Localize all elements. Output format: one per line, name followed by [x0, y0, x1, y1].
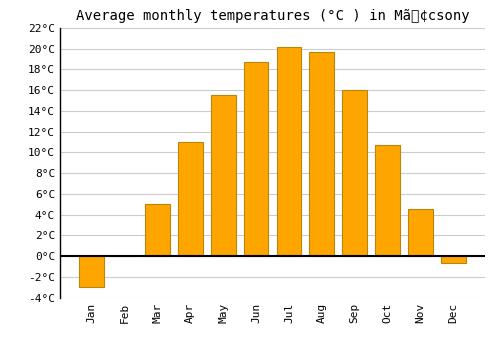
Bar [441, 256, 466, 263]
Bar [211, 95, 236, 256]
Bar [80, 256, 104, 287]
Bar [376, 145, 400, 256]
Bar [408, 209, 433, 256]
Bar [342, 90, 367, 256]
Bar [145, 204, 170, 256]
Bar [178, 142, 203, 256]
Title: Average monthly temperatures (°C ) in Mã¢csony: Average monthly temperatures (°C ) in Mã… [76, 9, 469, 23]
Bar [276, 47, 301, 256]
Bar [244, 62, 268, 256]
Bar [310, 52, 334, 256]
